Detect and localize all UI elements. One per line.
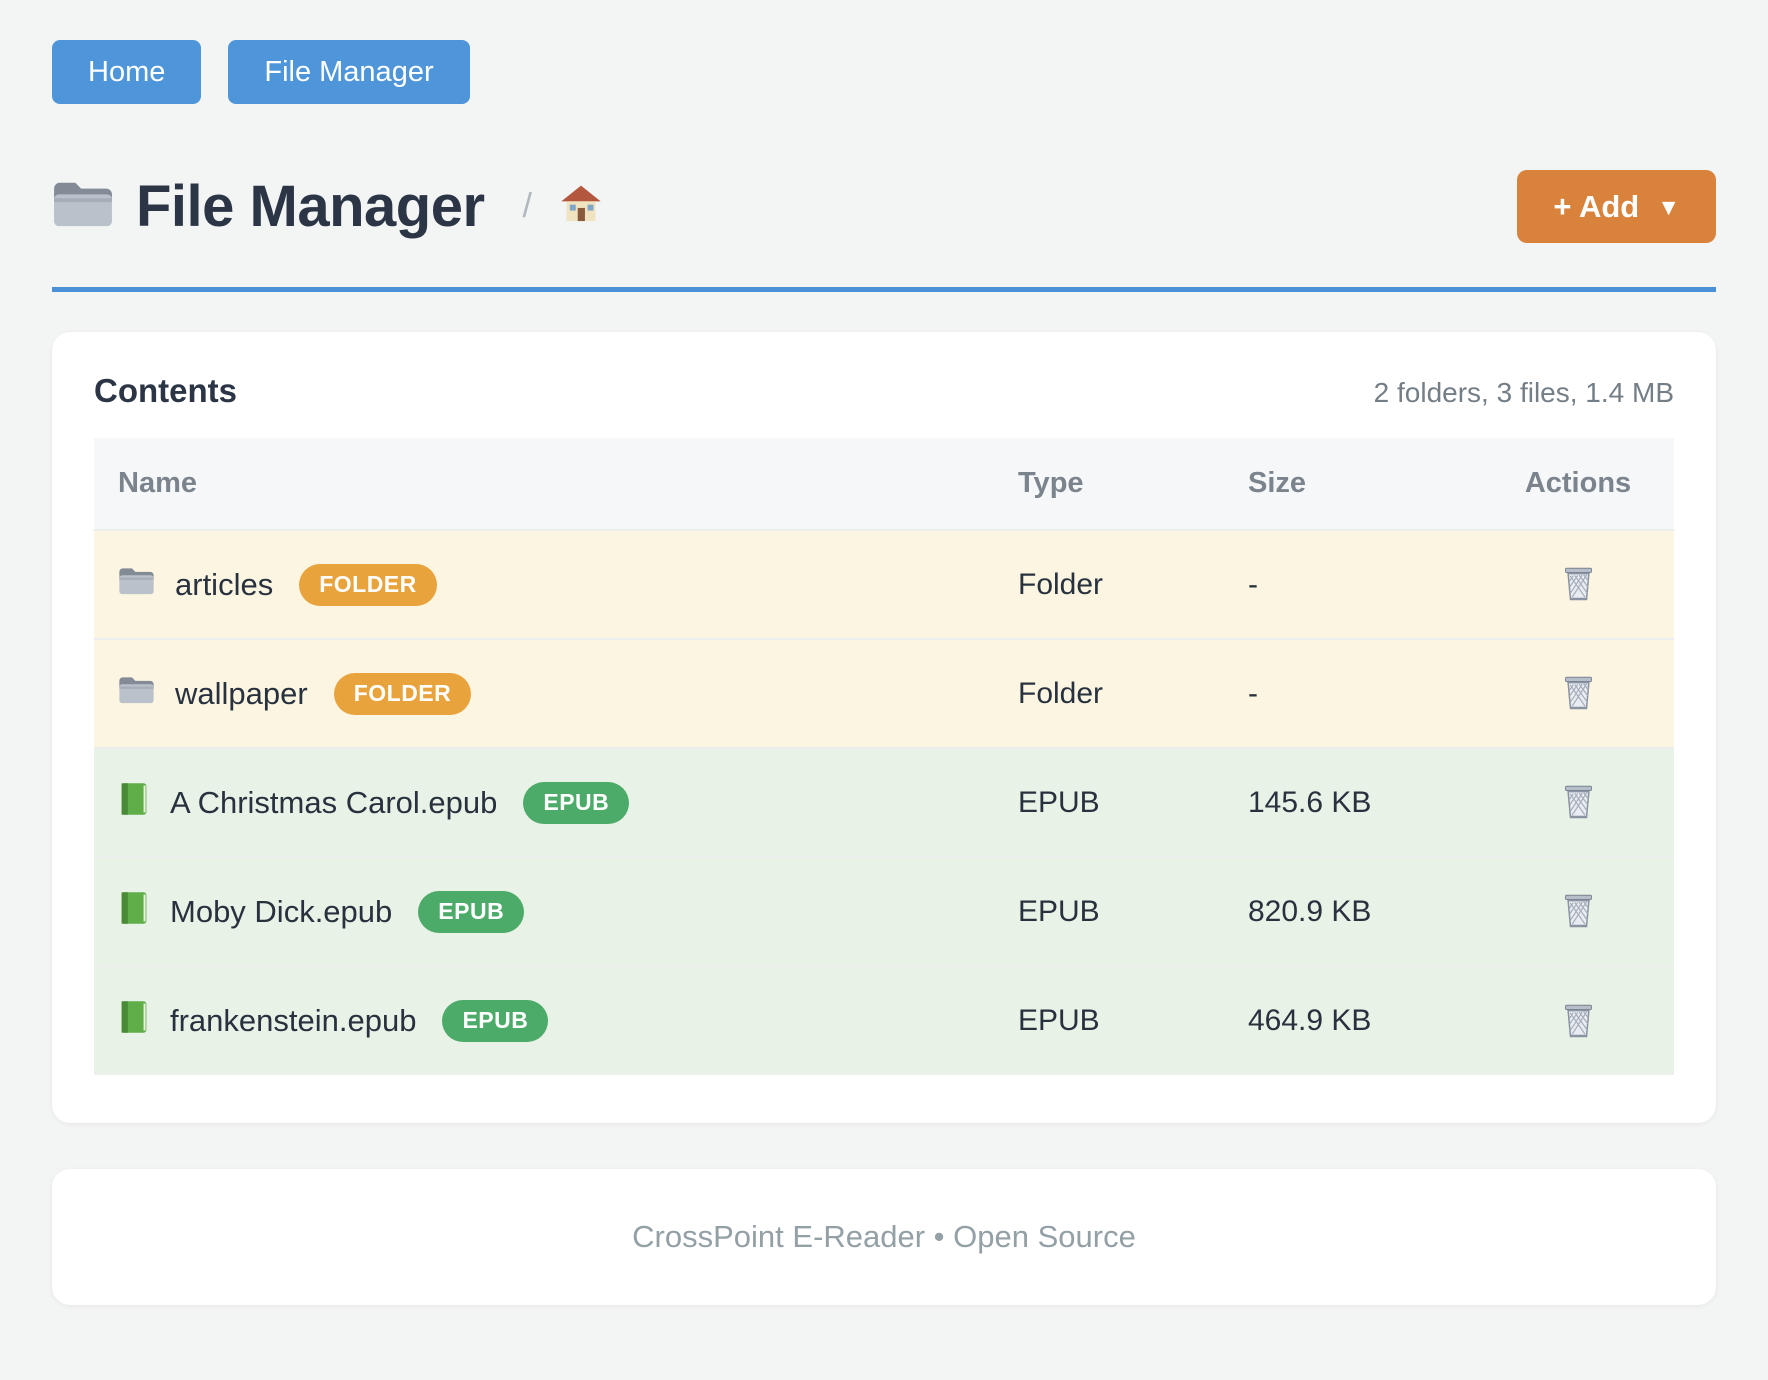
home-icon: [560, 183, 602, 230]
trash-icon: [1562, 782, 1595, 823]
column-header-actions: Actions: [1482, 438, 1674, 530]
table-row[interactable]: Moby Dick.epub EPUB EPUB 820.9 KB: [94, 857, 1674, 966]
type-cell: EPUB: [994, 748, 1224, 857]
table-header-row: Name Type Size Actions: [94, 438, 1674, 530]
table-row[interactable]: frankenstein.epub EPUB EPUB 464.9 KB: [94, 966, 1674, 1075]
contents-summary: 2 folders, 3 files, 1.4 MB: [1374, 377, 1674, 409]
add-button-label: + Add: [1553, 191, 1639, 222]
actions-cell: [1482, 748, 1674, 857]
name-cell[interactable]: frankenstein.epub EPUB: [94, 966, 994, 1075]
name-cell[interactable]: articles FOLDER: [94, 530, 994, 639]
delete-button[interactable]: [1554, 558, 1603, 611]
delete-button[interactable]: [1554, 776, 1603, 829]
folder-icon: [52, 177, 114, 236]
footer: CrossPoint E-Reader • Open Source: [52, 1169, 1716, 1305]
type-badge: EPUB: [418, 891, 524, 933]
page-header: File Manager / + Add ▼: [52, 170, 1716, 292]
files-table: Name Type Size Actions articles FOLDER: [94, 438, 1674, 1075]
delete-button[interactable]: [1554, 995, 1603, 1048]
type-cell: EPUB: [994, 857, 1224, 966]
size-cell: 820.9 KB: [1224, 857, 1482, 966]
actions-cell: [1482, 857, 1674, 966]
column-header-size: Size: [1224, 438, 1482, 530]
type-badge: FOLDER: [299, 564, 437, 606]
table-row[interactable]: articles FOLDER Folder -: [94, 530, 1674, 639]
nav-home-button[interactable]: Home: [52, 40, 201, 104]
trash-icon: [1562, 1001, 1595, 1042]
book-icon: [118, 999, 150, 1043]
folder-icon: [118, 674, 155, 714]
column-header-name: Name: [94, 438, 994, 530]
size-cell: -: [1224, 530, 1482, 639]
actions-cell: [1482, 639, 1674, 748]
book-icon: [118, 890, 150, 934]
type-cell: EPUB: [994, 966, 1224, 1075]
folder-icon: [118, 565, 155, 605]
size-cell: 145.6 KB: [1224, 748, 1482, 857]
actions-cell: [1482, 966, 1674, 1075]
file-name: A Christmas Carol.epub: [170, 785, 497, 821]
file-name: frankenstein.epub: [170, 1003, 416, 1039]
page-title: File Manager: [136, 173, 485, 240]
size-cell: -: [1224, 639, 1482, 748]
table-row[interactable]: A Christmas Carol.epub EPUB EPUB 145.6 K…: [94, 748, 1674, 857]
add-button[interactable]: + Add ▼: [1517, 170, 1716, 243]
delete-button[interactable]: [1554, 667, 1603, 720]
trash-icon: [1562, 673, 1595, 714]
table-row[interactable]: wallpaper FOLDER Folder -: [94, 639, 1674, 748]
type-cell: Folder: [994, 639, 1224, 748]
file-name: wallpaper: [175, 676, 308, 712]
type-cell: Folder: [994, 530, 1224, 639]
type-badge: FOLDER: [334, 673, 472, 715]
type-badge: EPUB: [523, 782, 629, 824]
file-name: Moby Dick.epub: [170, 894, 392, 930]
top-nav: Home File Manager: [52, 0, 1716, 104]
delete-button[interactable]: [1554, 885, 1603, 938]
card-head: Contents 2 folders, 3 files, 1.4 MB: [94, 372, 1674, 410]
name-cell[interactable]: Moby Dick.epub EPUB: [94, 857, 994, 966]
breadcrumb-separator: /: [523, 187, 532, 226]
card-title: Contents: [94, 372, 237, 410]
file-name: articles: [175, 567, 273, 603]
actions-cell: [1482, 530, 1674, 639]
type-badge: EPUB: [442, 1000, 548, 1042]
name-cell[interactable]: A Christmas Carol.epub EPUB: [94, 748, 994, 857]
nav-file-manager-button[interactable]: File Manager: [228, 40, 469, 104]
book-icon: [118, 781, 150, 825]
title-wrap: File Manager /: [52, 173, 602, 240]
contents-card: Contents 2 folders, 3 files, 1.4 MB Name…: [52, 332, 1716, 1123]
footer-text: CrossPoint E-Reader • Open Source: [632, 1219, 1136, 1254]
page: Home File Manager File Manager / + Add ▼…: [52, 0, 1716, 1305]
trash-icon: [1562, 564, 1595, 605]
breadcrumb-home-link[interactable]: [560, 183, 602, 230]
column-header-type: Type: [994, 438, 1224, 530]
caret-down-icon: ▼: [1657, 196, 1680, 219]
table-body: articles FOLDER Folder -: [94, 530, 1674, 1075]
name-cell[interactable]: wallpaper FOLDER: [94, 639, 994, 748]
trash-icon: [1562, 891, 1595, 932]
size-cell: 464.9 KB: [1224, 966, 1482, 1075]
